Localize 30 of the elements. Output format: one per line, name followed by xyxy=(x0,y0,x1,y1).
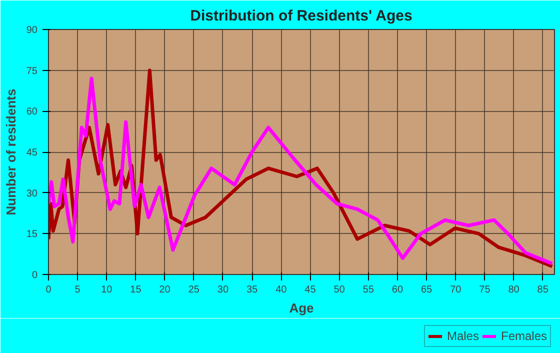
y-tick-label: 45 xyxy=(26,148,38,158)
x-tick-label: 45 xyxy=(304,284,316,296)
x-tick-label: 70 xyxy=(450,284,462,296)
x-tick-label: 55 xyxy=(362,284,374,296)
x-axis-title: Age xyxy=(289,300,314,316)
y-tick-label: 90 xyxy=(26,25,38,36)
y-tick-label: 15 xyxy=(26,229,38,240)
y-tick-label: 30 xyxy=(26,188,38,200)
x-tick-label: 85 xyxy=(537,284,549,296)
x-tick-label: 65 xyxy=(420,284,433,296)
x-tick-label: 50 xyxy=(334,284,346,296)
x-tick-label: 25 xyxy=(188,284,200,296)
x-tick-label: 15 xyxy=(130,284,142,296)
x-tick-label: 0 xyxy=(46,284,52,296)
y-tick-label: 0 xyxy=(32,270,38,281)
x-tick-label: 35 xyxy=(246,284,258,296)
x-tick-label: 40 xyxy=(276,284,288,296)
x-tick-label: 75 xyxy=(479,284,491,296)
y-tick-label: 75 xyxy=(26,66,38,77)
x-tick-label: 5 xyxy=(74,284,81,296)
x-tick-label: 80 xyxy=(508,284,520,296)
legend-label: Females xyxy=(500,328,547,342)
x-tick-label: 30 xyxy=(217,284,229,296)
y-tick-label: 60 xyxy=(26,106,38,118)
x-tick-label: 60 xyxy=(392,284,404,296)
y-axis-title: Number of residents xyxy=(3,88,18,216)
legend-label: Males xyxy=(446,328,479,342)
chart-title: Distribution of Residents' Ages xyxy=(190,8,412,24)
x-tick-label: 10 xyxy=(101,284,113,296)
x-tick-label: 20 xyxy=(159,284,171,296)
